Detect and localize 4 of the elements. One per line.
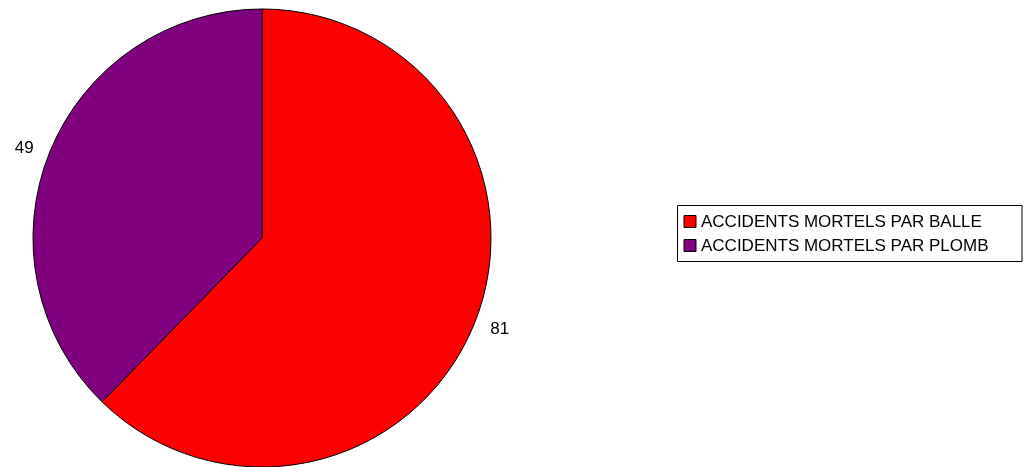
- legend-label: ACCIDENTS MORTELS PAR PLOMB: [701, 236, 989, 255]
- data-label: 49: [14, 137, 34, 157]
- legend-label: ACCIDENTS MORTELS PAR BALLE: [701, 212, 982, 231]
- data-label: 81: [490, 319, 510, 339]
